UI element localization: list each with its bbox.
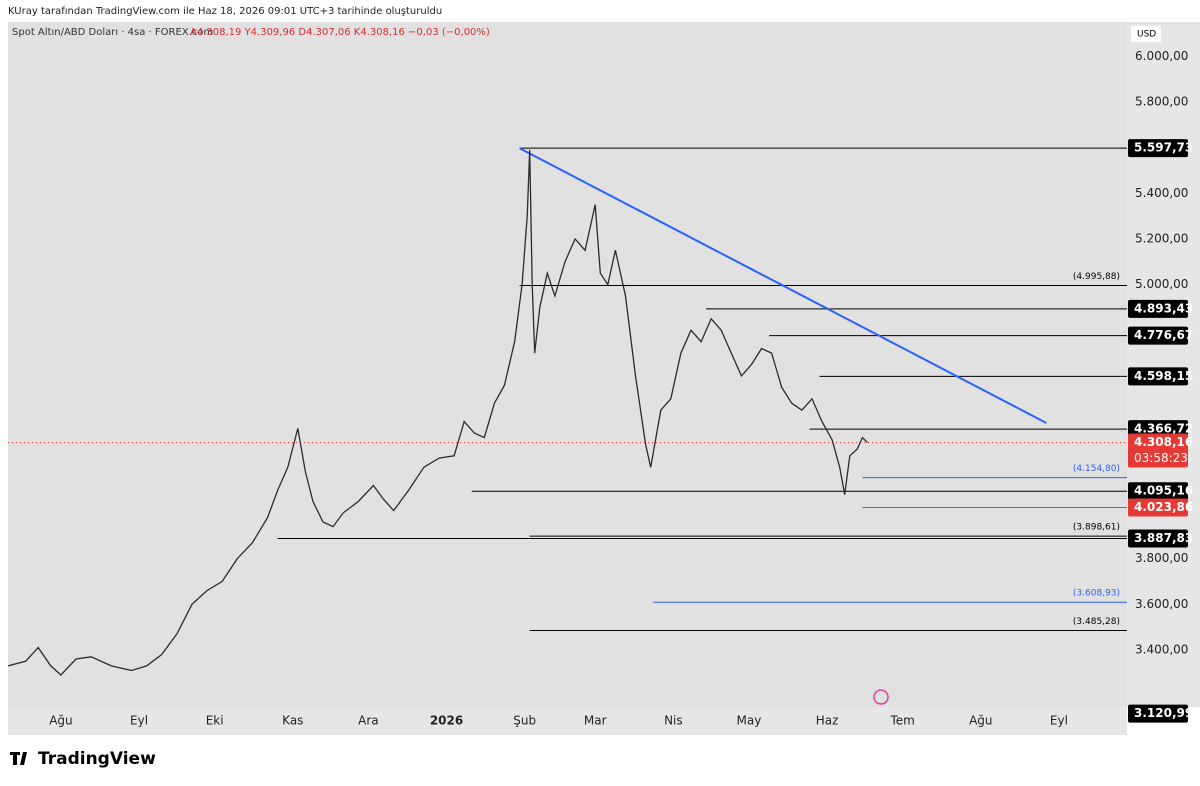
price-tag xyxy=(1128,139,1188,158)
price-tag xyxy=(1128,367,1188,386)
price-tag-label: 4.893,43 xyxy=(1134,301,1193,315)
trend-line xyxy=(519,147,1047,424)
price-tag-label: 4.776,67 xyxy=(1134,328,1193,342)
x-tick-label: Eki xyxy=(206,714,224,728)
credit: KUray tarafından TradingView.com ile Haz… xyxy=(8,6,442,17)
price-tag-label: 4.023,86 xyxy=(1134,500,1193,514)
level-label: (3.608,93) xyxy=(1073,589,1120,599)
price-tag-label: 3.120,99 xyxy=(1134,706,1193,720)
countdown: 03:58:23 xyxy=(1134,451,1188,465)
x-tick-label: Kas xyxy=(282,714,303,728)
price-tag-label: 5.597,73 xyxy=(1134,141,1193,155)
x-tick-label: Haz xyxy=(816,714,839,728)
y-tick-label: 5.200,00 xyxy=(1135,231,1188,245)
price-line xyxy=(7,149,868,676)
price-tag xyxy=(1128,482,1188,501)
price-tag xyxy=(1128,326,1188,345)
y-tick-label: 3.800,00 xyxy=(1135,551,1188,565)
x-tick-label: Eyl xyxy=(1050,714,1068,728)
y-tick-label: 3.400,00 xyxy=(1135,642,1188,656)
level-label: (4.995,88) xyxy=(1073,272,1120,282)
price-tag xyxy=(1128,498,1188,517)
last-price-label: 4.308,16 xyxy=(1134,435,1193,449)
price-tag-label: 4.095,16 xyxy=(1134,484,1193,498)
x-tick-label: Ağu xyxy=(969,714,992,728)
price-tag-label: 3.887,83 xyxy=(1134,531,1193,545)
price-tag xyxy=(1128,529,1188,548)
x-tick-label: May xyxy=(737,714,762,728)
price-tag-label: 4.598,15 xyxy=(1134,369,1193,383)
x-tick-label: Ara xyxy=(358,714,379,728)
brand-logo xyxy=(10,752,27,765)
level-label: (3.898,61) xyxy=(1073,523,1120,533)
level-label: (4.154,80) xyxy=(1073,464,1120,474)
x-tick-label: 2026 xyxy=(430,714,463,728)
chart-title: Spot Altın/ABD Doları · 4sa · FOREX.com xyxy=(12,27,213,38)
y-tick-label: 5.000,00 xyxy=(1135,277,1188,291)
y-tick-label: 6.000,00 xyxy=(1135,49,1188,63)
x-tick-label: Eyl xyxy=(130,714,148,728)
x-tick-label: Nis xyxy=(664,714,683,728)
price-tag xyxy=(1128,704,1188,723)
ohlc: A4.308,19 Y4.309,96 D4.307,06 K4.308,16 … xyxy=(190,27,490,38)
time-axis xyxy=(8,707,1127,735)
y-tick-label: 5.400,00 xyxy=(1135,186,1188,200)
price-axis xyxy=(1127,22,1200,707)
brand: TradingView xyxy=(38,749,156,769)
level-label: (3.485,28) xyxy=(1073,617,1120,627)
x-tick-label: Mar xyxy=(584,714,607,728)
y-tick-label: 3.600,00 xyxy=(1135,597,1188,611)
price-tag xyxy=(1128,299,1188,318)
x-tick-label: Şub xyxy=(513,714,536,728)
currency-box xyxy=(1131,26,1161,42)
last-price-tag xyxy=(1128,433,1188,468)
plot-area xyxy=(8,22,1127,707)
x-tick-label: Ağu xyxy=(49,714,72,728)
event-icon xyxy=(873,689,889,705)
y-tick-label: 5.800,00 xyxy=(1135,94,1188,108)
currency: USD xyxy=(1137,30,1156,40)
price-tag-label: 4.366,72 xyxy=(1134,422,1193,436)
x-tick-label: Tem xyxy=(890,714,915,728)
